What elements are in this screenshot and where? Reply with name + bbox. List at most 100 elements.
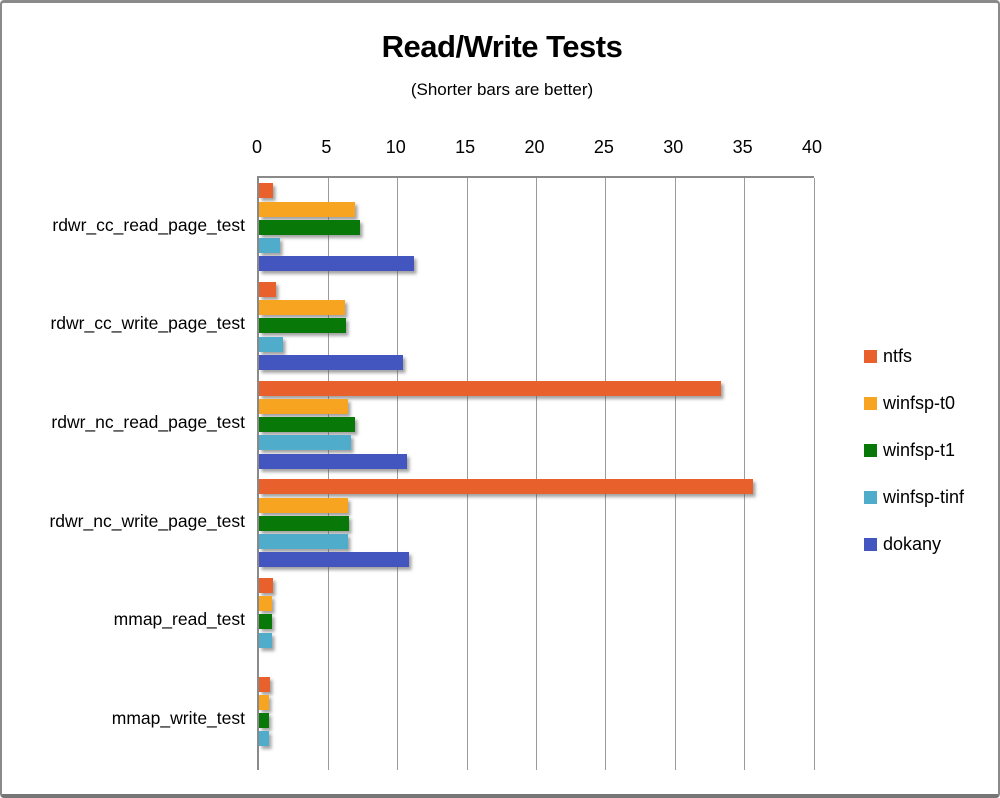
category-label-rdwr_cc_read_page_test: rdwr_cc_read_page_test <box>52 214 245 235</box>
bar-row-dokany <box>259 651 814 666</box>
chart-subtitle: (Shorter bars are better) <box>410 80 594 99</box>
legend-swatch-winfsp-t0 <box>864 396 877 410</box>
y-axis-category-labels: rdwr_cc_read_page_test rdwr_cc_write_page… <box>10 176 245 768</box>
gridline-35 <box>744 178 746 770</box>
bar-row-winfsp-t0 <box>259 694 814 710</box>
bar-row-winfsp-t1 <box>259 614 814 630</box>
bar-row-winfsp-t1 <box>259 713 814 729</box>
category-label-mmap_write_test: mmap_write_test <box>111 708 245 729</box>
bar-winfsp-t0-rdwr_nc_write_page_test <box>259 497 348 513</box>
bar-row-dokany <box>259 256 814 272</box>
bar-winfsp-t0-mmap_write_test <box>259 694 270 710</box>
bar-group-mmap_read_test <box>259 573 814 672</box>
bar-winfsp-t1-rdwr_cc_read_page_test <box>259 219 361 235</box>
bar-row-winfsp-t0 <box>259 596 814 612</box>
gridline-40 <box>813 178 815 770</box>
category-label-rdwr_cc_write_page_test: rdwr_cc_write_page_test <box>50 313 245 334</box>
bar-ntfs-rdwr_nc_write_page_test <box>259 479 753 495</box>
legend-item-winfsp-t0: winfsp-t0 <box>864 392 956 413</box>
bar-group-rdwr_nc_write_page_test <box>259 474 814 573</box>
legend-item-winfsp-t1: winfsp-t1 <box>864 439 956 460</box>
bar-ntfs-rdwr_nc_read_page_test <box>259 380 722 396</box>
bar-row-winfsp-t0 <box>259 497 814 513</box>
bar-winfsp-t0-rdwr_nc_read_page_test <box>259 398 348 414</box>
bar-row-dokany <box>259 750 814 765</box>
x-tick-label-10: 10 <box>385 137 406 157</box>
bar-row-winfsp-t0 <box>259 300 814 316</box>
bar-winfsp-tinf-rdwr_nc_read_page_test <box>259 435 351 451</box>
category-label-rdwr_nc_read_page_test: rdwr_nc_read_page_test <box>51 412 245 433</box>
bar-row-ntfs <box>259 380 814 396</box>
x-axis-tick-labels: 0 5 10 15 20 25 30 35 40 <box>252 137 822 159</box>
x-tick-label-35: 35 <box>732 137 753 157</box>
bar-winfsp-tinf-rdwr_cc_write_page_test <box>259 336 283 352</box>
x-tick-label-5: 5 <box>321 137 332 157</box>
bar-groups <box>259 178 814 770</box>
bar-dokany-rdwr_cc_write_page_test <box>259 354 404 370</box>
bar-row-winfsp-tinf <box>259 336 814 352</box>
bar-winfsp-t1-rdwr_nc_read_page_test <box>259 417 355 433</box>
x-tick-label-20: 20 <box>524 137 545 157</box>
bar-winfsp-t0-mmap_read_test <box>259 596 273 612</box>
category-label-rdwr_nc_write_page_test: rdwr_nc_write_page_test <box>49 510 245 531</box>
legend-item-winfsp-tinf: winfsp-tinf <box>864 486 965 507</box>
category-label-mmap_read_test: mmap_read_test <box>113 609 245 630</box>
gridline-10 <box>397 178 399 770</box>
x-tick-label-40: 40 <box>801 137 823 157</box>
legend-label-ntfs: ntfs <box>883 345 913 366</box>
legend-label-dokany: dokany <box>883 533 942 554</box>
x-tick-label-15: 15 <box>455 137 476 157</box>
legend-swatch-winfsp-t1 <box>864 443 877 457</box>
gridline-20 <box>536 178 537 770</box>
legend-label-winfsp-tinf: winfsp-tinf <box>883 486 965 507</box>
bar-ntfs-mmap_read_test <box>259 578 273 594</box>
x-tick-label-25: 25 <box>593 137 614 157</box>
gridline-5 <box>327 178 329 770</box>
bar-row-winfsp-t1 <box>259 417 814 433</box>
bar-row-ntfs <box>259 578 814 594</box>
legend-item-ntfs: ntfs <box>864 345 913 366</box>
gridline-15 <box>466 178 468 770</box>
gridline-25 <box>605 178 607 770</box>
legend-label-winfsp-t0: winfsp-t0 <box>883 392 956 413</box>
bar-dokany-rdwr_cc_read_page_test <box>259 256 415 272</box>
gridline-30 <box>674 178 676 770</box>
bar-winfsp-tinf-rdwr_nc_write_page_test <box>259 534 348 550</box>
bar-group-mmap_write_test <box>259 671 814 770</box>
bar-row-winfsp-t1 <box>259 318 814 334</box>
bar-winfsp-t1-rdwr_nc_write_page_test <box>259 515 350 531</box>
bar-winfsp-t0-rdwr_cc_read_page_test <box>259 201 355 217</box>
bar-winfsp-t1-mmap_read_test <box>259 614 273 630</box>
bar-ntfs-rdwr_cc_read_page_test <box>259 183 273 199</box>
legend-label-winfsp-t1: winfsp-t1 <box>883 439 956 460</box>
legend-swatch-dokany <box>864 537 877 551</box>
bar-ntfs-mmap_write_test <box>259 676 271 692</box>
bar-row-winfsp-tinf <box>259 534 814 550</box>
bar-ntfs-rdwr_cc_write_page_test <box>259 282 276 298</box>
bar-row-winfsp-tinf <box>259 238 814 254</box>
bar-row-dokany <box>259 453 814 469</box>
bar-winfsp-t1-rdwr_cc_write_page_test <box>259 318 347 334</box>
bar-row-winfsp-t0 <box>259 398 814 414</box>
bar-dokany-rdwr_nc_read_page_test <box>259 453 408 469</box>
chart-title: Read/Write Tests <box>381 29 623 64</box>
bar-winfsp-tinf-mmap_write_test <box>259 731 270 747</box>
bar-row-ntfs <box>259 479 814 495</box>
bar-row-winfsp-t1 <box>259 515 814 531</box>
legend-swatch-ntfs <box>864 349 877 363</box>
bar-dokany-rdwr_nc_write_page_test <box>259 552 409 568</box>
legend-item-dokany: dokany <box>864 533 942 554</box>
legend-swatch-winfsp-tinf <box>864 490 877 504</box>
plot-area <box>257 176 815 770</box>
bar-row-winfsp-t1 <box>259 219 814 235</box>
bar-winfsp-t0-rdwr_cc_write_page_test <box>259 300 346 316</box>
bar-winfsp-tinf-mmap_read_test <box>259 632 273 648</box>
bar-row-ntfs <box>259 183 814 199</box>
bar-row-winfsp-tinf <box>259 435 814 451</box>
bar-row-winfsp-tinf <box>259 731 814 747</box>
x-tick-label-30: 30 <box>663 137 684 157</box>
bar-row-dokany <box>259 354 814 370</box>
bar-group-rdwr_cc_read_page_test <box>259 178 814 277</box>
bar-row-winfsp-tinf <box>259 632 814 648</box>
